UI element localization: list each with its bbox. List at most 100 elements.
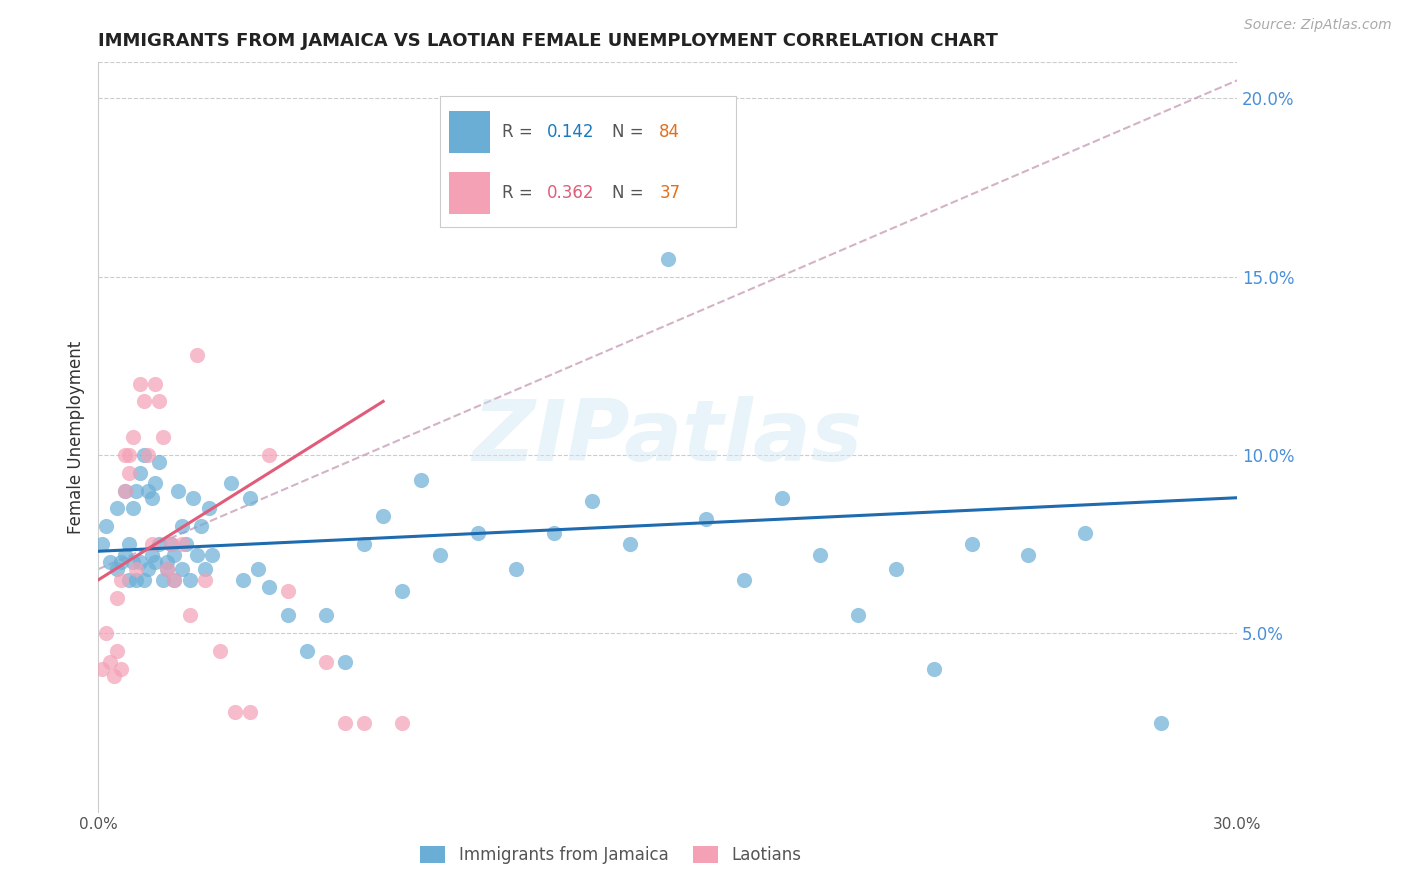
Point xyxy=(152,430,174,444)
Point xyxy=(103,669,125,683)
Point xyxy=(335,715,357,730)
Point xyxy=(91,537,114,551)
Point xyxy=(391,583,413,598)
Point xyxy=(411,473,433,487)
Point xyxy=(94,626,117,640)
Point xyxy=(121,555,143,569)
Point xyxy=(125,562,148,576)
Point xyxy=(179,573,201,587)
Point xyxy=(118,448,141,462)
Point xyxy=(136,562,159,576)
Point xyxy=(163,573,186,587)
Point xyxy=(277,583,299,598)
Point xyxy=(110,555,132,569)
Point xyxy=(170,562,193,576)
Point xyxy=(148,537,170,551)
Point xyxy=(315,655,337,669)
Point xyxy=(129,555,152,569)
Point xyxy=(170,537,193,551)
Point xyxy=(118,537,141,551)
Point xyxy=(167,483,190,498)
Point xyxy=(922,662,945,676)
Point xyxy=(107,644,129,658)
Point xyxy=(145,476,167,491)
Point xyxy=(239,491,262,505)
Point xyxy=(259,448,281,462)
Point xyxy=(770,491,793,505)
Point xyxy=(121,430,143,444)
Point xyxy=(353,537,375,551)
Point xyxy=(114,483,136,498)
Point xyxy=(136,448,159,462)
Point xyxy=(960,537,983,551)
Point xyxy=(141,548,163,562)
Point xyxy=(148,394,170,409)
Point xyxy=(163,548,186,562)
Text: Source: ZipAtlas.com: Source: ZipAtlas.com xyxy=(1244,18,1392,32)
Point xyxy=(183,491,205,505)
Point xyxy=(156,555,179,569)
Point xyxy=(619,537,641,551)
Point xyxy=(129,466,152,480)
Point xyxy=(846,608,869,623)
Point xyxy=(179,608,201,623)
Point xyxy=(208,644,231,658)
Point xyxy=(107,562,129,576)
Point xyxy=(391,715,413,730)
Point xyxy=(98,655,121,669)
Point xyxy=(1074,526,1097,541)
Point xyxy=(429,548,451,562)
Point xyxy=(581,494,603,508)
Point xyxy=(186,548,208,562)
Point xyxy=(657,252,679,266)
Point xyxy=(335,655,357,669)
Point xyxy=(125,573,148,587)
Point xyxy=(107,591,129,605)
Point xyxy=(174,537,197,551)
Point xyxy=(98,555,121,569)
Point xyxy=(118,466,141,480)
Point xyxy=(467,526,489,541)
Point xyxy=(118,573,141,587)
Point xyxy=(110,573,132,587)
Point xyxy=(91,662,114,676)
Point xyxy=(259,580,281,594)
Point xyxy=(159,537,181,551)
Point xyxy=(505,562,527,576)
Point xyxy=(239,705,262,719)
Point xyxy=(125,483,148,498)
Point xyxy=(201,548,224,562)
Point xyxy=(194,562,217,576)
Point xyxy=(733,573,755,587)
Point xyxy=(156,562,179,576)
Point xyxy=(186,348,208,362)
Point xyxy=(297,644,319,658)
Point xyxy=(129,376,152,391)
Text: ZIPatlas: ZIPatlas xyxy=(472,395,863,479)
Point xyxy=(353,715,375,730)
Point xyxy=(224,705,246,719)
Point xyxy=(884,562,907,576)
Point xyxy=(170,519,193,533)
Point xyxy=(141,537,163,551)
Point xyxy=(114,448,136,462)
Point xyxy=(94,519,117,533)
Point xyxy=(159,537,181,551)
Point xyxy=(808,548,831,562)
Point xyxy=(145,555,167,569)
Point xyxy=(246,562,269,576)
Point xyxy=(132,448,155,462)
Point xyxy=(1018,548,1040,562)
Point xyxy=(194,573,217,587)
Point xyxy=(114,548,136,562)
Point xyxy=(277,608,299,623)
Point xyxy=(152,573,174,587)
Legend: Immigrants from Jamaica, Laotians: Immigrants from Jamaica, Laotians xyxy=(413,839,808,871)
Point xyxy=(141,491,163,505)
Point xyxy=(371,508,394,523)
Point xyxy=(221,476,243,491)
Point xyxy=(695,512,717,526)
Point xyxy=(107,501,129,516)
Point xyxy=(163,573,186,587)
Point xyxy=(114,483,136,498)
